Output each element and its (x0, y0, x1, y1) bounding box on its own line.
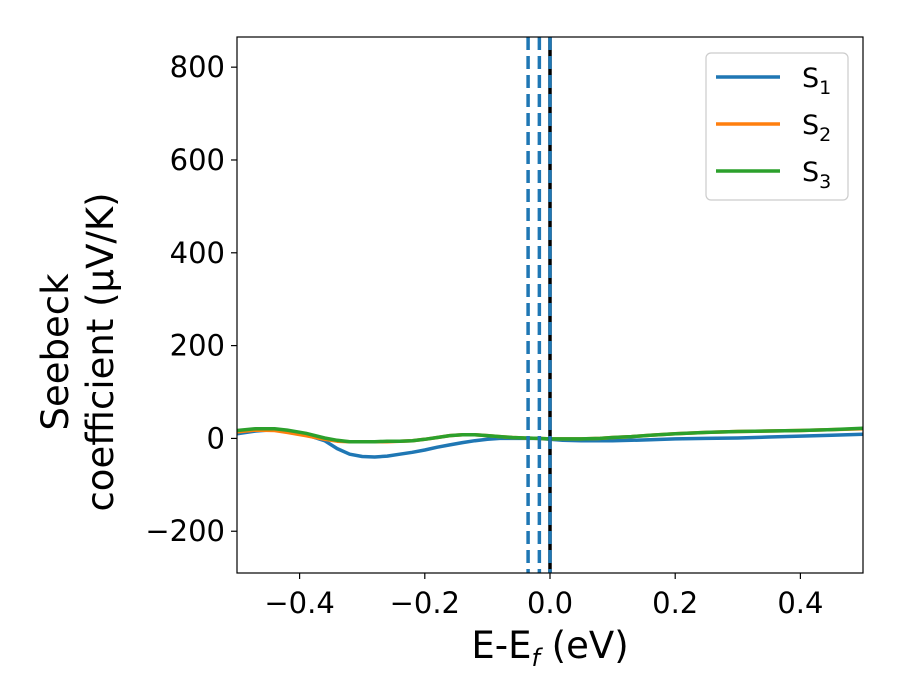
y-tick-label: 400 (170, 236, 225, 270)
x-tick-label: 0.2 (652, 586, 698, 620)
x-tick-label: −0.2 (390, 586, 460, 620)
series-layer (237, 426, 863, 459)
y-tick-label: 0 (207, 421, 225, 455)
marker-lines-layer (526, 37, 552, 573)
y-axis: −200 0 200 400 600 800 (145, 50, 237, 548)
series-line-3 (237, 426, 863, 444)
legend-box (705, 52, 849, 201)
y-axis-label: Seebeck coefficient (μV/K) (34, 192, 122, 511)
y-axis-label-line1: Seebeck (34, 273, 77, 431)
x-tick-label: −0.4 (264, 586, 334, 620)
y-tick-label: 200 (170, 329, 225, 363)
x-tick-label: 0.0 (527, 586, 573, 620)
x-tick-label: 0.4 (777, 586, 823, 620)
series-line-1 (237, 427, 863, 459)
legend: S1 S2 S3 (705, 52, 849, 201)
x-axis-label: E-Ef (eV) (471, 624, 628, 672)
y-tick-label: 600 (170, 143, 225, 177)
y-tick-label: −200 (145, 514, 225, 548)
legend-label-1: S1 (802, 63, 831, 99)
x-axis: −0.4 −0.2 0.0 0.2 0.4 (264, 573, 823, 620)
legend-label-2: S2 (802, 110, 831, 146)
legend-label-3: S3 (802, 157, 831, 193)
y-tick-label: 800 (170, 50, 225, 84)
y-axis-label-line2: coefficient (μV/K) (79, 192, 122, 511)
